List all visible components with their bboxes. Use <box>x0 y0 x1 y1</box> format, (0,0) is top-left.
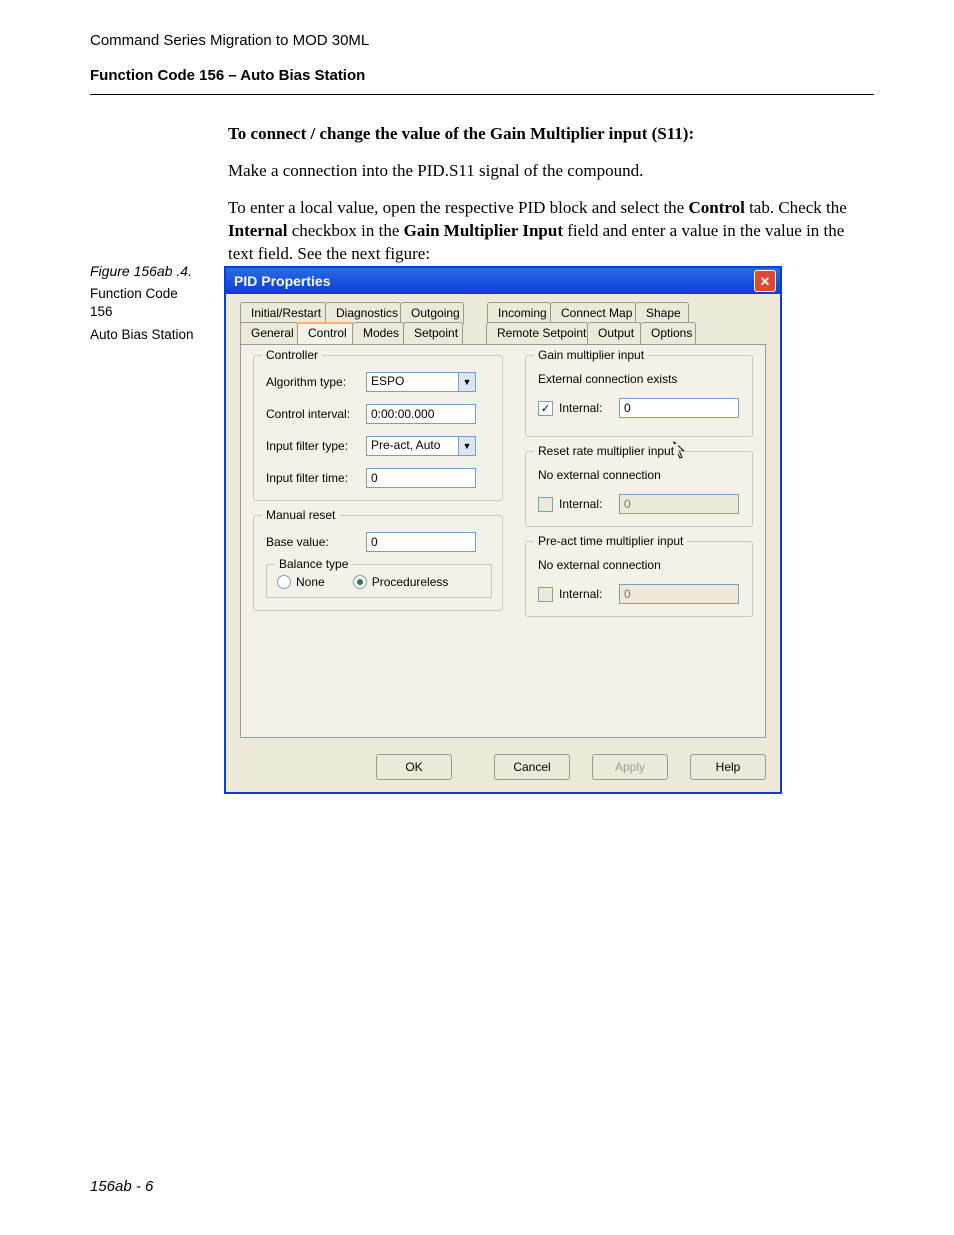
tab-strip: Initial/Restart Diagnostics Outgoing Inc… <box>240 302 766 346</box>
pid-properties-dialog: PID Properties ✕ Initial/Restart Diagnos… <box>224 266 782 794</box>
dialog-titlebar[interactable]: PID Properties ✕ <box>226 268 780 294</box>
input-filter-time-label: Input filter time: <box>266 471 366 485</box>
group-balance-type: Balance type None Procedureless <box>266 564 492 598</box>
algorithm-type-label: Algorithm type: <box>266 375 366 389</box>
doc-header-line2: Function Code 156 – Auto Bias Station <box>90 67 874 84</box>
chevron-down-icon[interactable]: ▼ <box>458 373 475 391</box>
tab-initial-restart[interactable]: Initial/Restart <box>240 302 326 324</box>
paragraph-1: Make a connection into the PID.S11 signa… <box>228 160 874 183</box>
tab-output[interactable]: Output <box>587 322 641 344</box>
reset-status-text: No external connection <box>538 468 742 482</box>
tab-diagnostics[interactable]: Diagnostics <box>325 302 401 324</box>
input-filter-time-input[interactable] <box>366 468 476 488</box>
chevron-down-icon[interactable]: ▼ <box>458 437 475 455</box>
control-interval-input[interactable] <box>366 404 476 424</box>
tab-modes[interactable]: Modes <box>352 322 404 344</box>
radio-procedureless[interactable]: Procedureless <box>353 575 449 589</box>
control-interval-label: Control interval: <box>266 407 366 421</box>
group-manual-reset-legend: Manual reset <box>262 508 339 522</box>
input-filter-type-combo[interactable]: Pre-act, Auto ▼ <box>366 436 476 456</box>
gain-internal-label: Internal: <box>559 401 619 415</box>
reset-internal-checkbox[interactable] <box>538 497 553 512</box>
radio-none[interactable]: None <box>277 575 325 589</box>
figure-caption: Figure 156ab .4. <box>90 263 200 279</box>
figure-text-2: Auto Bias Station <box>90 326 200 344</box>
gain-internal-input[interactable] <box>619 398 739 418</box>
base-value-label: Base value: <box>266 535 366 549</box>
tab-general[interactable]: General <box>240 322 298 344</box>
base-value-input[interactable] <box>366 532 476 552</box>
tab-options[interactable]: Options <box>640 322 696 344</box>
tabsetpoint[interactable]: Setpoint <box>403 322 463 344</box>
tab-remote-setpoint[interactable]: Remote Setpoint <box>486 322 588 344</box>
section-heading: To connect / change the value of the Gai… <box>228 123 874 146</box>
tab-control[interactable]: Control <box>297 322 353 344</box>
group-balance-type-legend: Balance type <box>275 557 352 571</box>
group-preact: Pre-act time multiplier input No externa… <box>525 541 753 617</box>
apply-button[interactable]: Apply <box>592 754 668 780</box>
help-button[interactable]: Help <box>690 754 766 780</box>
group-reset-rate: Reset rate multiplier input No external … <box>525 451 753 527</box>
group-reset-legend: Reset rate multiplier input <box>534 444 678 458</box>
cancel-button[interactable]: Cancel <box>494 754 570 780</box>
tab-panel-control: Controller Algorithm type: ESPO ▼ Contro… <box>240 344 766 738</box>
input-filter-type-label: Input filter type: <box>266 439 366 453</box>
dialog-title: PID Properties <box>234 273 330 289</box>
header-divider <box>90 94 874 95</box>
preact-internal-checkbox[interactable] <box>538 587 553 602</box>
preact-status-text: No external connection <box>538 558 742 572</box>
group-controller-legend: Controller <box>262 348 322 362</box>
page-footer: 156ab - 6 <box>90 1178 153 1195</box>
tab-shape[interactable]: Shape <box>635 302 689 324</box>
tab-connect-map[interactable]: Connect Map <box>550 302 636 324</box>
gain-status-text: External connection exists <box>538 372 742 386</box>
doc-header-line1: Command Series Migration to MOD 30ML <box>90 32 874 49</box>
reset-internal-input <box>619 494 739 514</box>
ok-button[interactable]: OK <box>376 754 452 780</box>
tab-incoming[interactable]: Incoming <box>487 302 551 324</box>
tab-outgoing[interactable]: Outgoing <box>400 302 464 324</box>
reset-internal-label: Internal: <box>559 497 619 511</box>
gain-internal-checkbox[interactable]: ✓ <box>538 401 553 416</box>
group-gain-legend: Gain multiplier input <box>534 348 648 362</box>
close-icon[interactable]: ✕ <box>754 270 776 292</box>
paragraph-2: To enter a local value, open the respect… <box>228 197 874 266</box>
group-gain-multiplier: Gain multiplier input External connectio… <box>525 355 753 437</box>
algorithm-type-combo[interactable]: ESPO ▼ <box>366 372 476 392</box>
preact-internal-input <box>619 584 739 604</box>
group-controller: Controller Algorithm type: ESPO ▼ Contro… <box>253 355 503 501</box>
preact-internal-label: Internal: <box>559 587 619 601</box>
figure-text-1: Function Code 156 <box>90 285 200 320</box>
group-preact-legend: Pre-act time multiplier input <box>534 534 687 548</box>
group-manual-reset: Manual reset Base value: Balance type No… <box>253 515 503 611</box>
